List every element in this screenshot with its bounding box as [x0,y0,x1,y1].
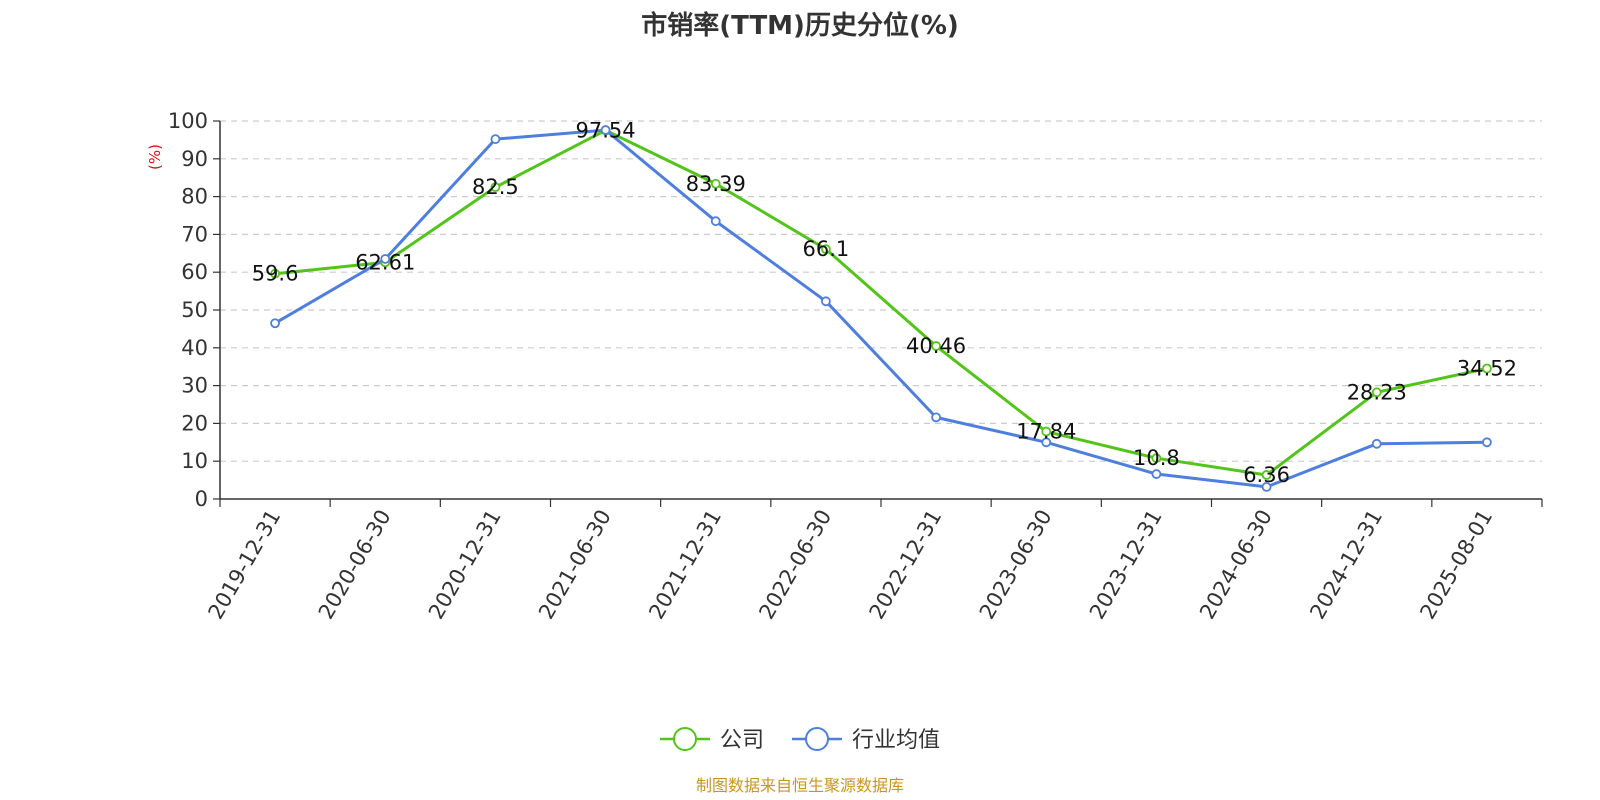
legend-marker [673,727,697,751]
grid-lines [220,120,1542,462]
data-label: 40.46 [906,334,966,358]
data-point [1041,426,1052,437]
legend-item-1[interactable]: 行业均值 [792,727,940,753]
data-point [1482,437,1492,448]
chart-title: 市销率(TTM)历史分位(%) [641,10,959,41]
x-tick-label: 2024-06-30 [1195,506,1277,624]
x-tick-label: 2025-08-01 [1415,506,1497,624]
data-label: 28.23 [1347,380,1407,404]
data-point [821,296,831,307]
data-label: 66.1 [803,237,850,261]
source-note: 制图数据来自恒生聚源数据库 [696,776,904,795]
x-tick-label: 2022-06-30 [754,506,836,624]
data-label: 34.52 [1457,357,1517,381]
series-lines [270,125,1492,492]
data-point [1261,470,1272,480]
data-point [821,244,831,255]
data-point [270,268,280,279]
data-point [490,134,501,145]
data-point [270,318,280,329]
y-tick-label: 100 [168,109,208,133]
y-tick-label: 50 [181,298,208,322]
series-line-1 [274,128,1487,489]
data-label: 82.5 [472,175,519,199]
data-label: 10.8 [1133,446,1180,470]
data-labels: 59.6 62.61 82.5 97.54 83.39 66.1 40.46 17.84 10.… [252,118,1517,487]
x-axis: 2019-12-31 2020-06-30 2020-12-31 2021-06-30… [204,498,1543,624]
y-tick-label: 20 [181,411,208,435]
legend[interactable]: 公司 行业均值 [660,727,940,753]
data-label: 83.39 [686,172,746,196]
y-tick-label: 40 [181,336,208,360]
x-tick-label: 2020-12-31 [424,505,506,623]
x-tick-label: 2020-06-30 [314,506,396,624]
x-tick-label: 2021-12-31 [644,506,726,624]
data-point [1151,453,1162,464]
y-axis-unit: (%) [146,144,164,170]
legend-label: 公司 [720,728,764,753]
data-point [1151,469,1162,479]
y-tick-label: 90 [181,147,208,171]
data-label: 62.61 [355,250,415,274]
x-tick-label: 2021-06-30 [534,506,616,624]
data-label: 59.6 [252,262,299,286]
x-tick-label: 2022-12-31 [865,505,947,623]
data-point [490,182,501,193]
x-tick-label: 2023-06-30 [975,506,1057,624]
data-point [1482,363,1492,374]
legend-marker [805,727,829,751]
data-label: 17.84 [1016,420,1076,444]
y-tick-label: 10 [181,449,208,473]
data-point [710,178,721,189]
x-tick-label: 2023-12-31 [1085,506,1167,624]
x-tick-label: 2024-12-31 [1305,506,1387,624]
y-tick-label: 70 [181,222,208,246]
y-axis-ticks: 0 10 20 30 40 50 60 70 80 90 100 [168,109,221,511]
data-point [600,125,611,135]
data-label: 97.54 [576,118,636,142]
legend-item-0[interactable]: 公司 [660,727,764,753]
y-tick-label: 30 [181,374,208,398]
data-point [380,254,391,264]
y-tick-label: 0 [195,487,208,511]
x-tick-label: 2019-12-31 [204,506,286,624]
series-line-0 [274,128,1488,477]
data-point [1261,482,1272,492]
data-point [931,341,941,351]
data-label: 6.36 [1243,463,1290,487]
data-point [1041,437,1052,448]
data-point [931,412,941,423]
legend-label: 行业均值 [852,728,940,753]
y-tick-label: 60 [181,260,208,284]
data-point [710,216,721,227]
data-point [1371,387,1382,398]
data-point [1371,438,1382,449]
y-tick-label: 80 [181,185,208,209]
